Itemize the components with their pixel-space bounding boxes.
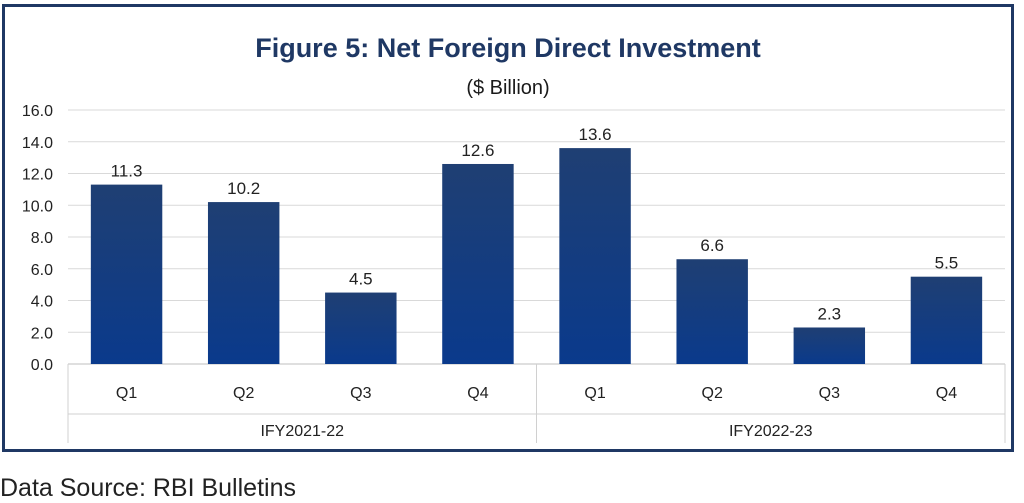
bar <box>676 259 748 364</box>
x-tick-label: Q2 <box>702 385 723 402</box>
x-tick-label: Q3 <box>819 385 840 402</box>
x-tick-label: Q1 <box>116 385 137 402</box>
data-source-note: Data Source: RBI Bulletins <box>0 474 296 502</box>
y-tick-label: 14.0 <box>22 135 53 152</box>
data-label: 5.5 <box>935 254 959 273</box>
data-label: 10.2 <box>227 179 260 198</box>
data-label: 13.6 <box>579 125 612 144</box>
x-tick-label: Q4 <box>467 385 488 402</box>
x-tick-label: Q4 <box>936 385 957 402</box>
bar-chart: 0.0 2.0 4.0 6.0 8.0 10.0 12.0 14.0 16.0 11.3 10.2… <box>22 103 1006 443</box>
chart-title: Figure 5: Net Foreign Direct Investment <box>255 33 761 63</box>
y-tick-label: 4.0 <box>31 294 53 311</box>
bars: 11.3 10.2 4.5 12.6 13.6 6.6 2.3 5.5 <box>90 125 983 364</box>
bar <box>793 327 866 364</box>
y-tick-label: 0.0 <box>31 357 53 374</box>
y-tick-label: 6.0 <box>31 262 53 279</box>
bar <box>442 163 514 364</box>
group-label: IFY2022-23 <box>729 423 813 440</box>
data-label: 12.6 <box>461 141 494 160</box>
data-label: 11.3 <box>111 162 143 181</box>
chart-frame: Figure 5: Net Foreign Direct Investment … <box>2 4 1014 452</box>
data-label: 6.6 <box>700 236 724 255</box>
data-label: 4.5 <box>349 270 373 289</box>
x-tick-label: Q1 <box>584 385 605 402</box>
bar <box>325 292 397 364</box>
y-tick-label: 8.0 <box>31 230 53 247</box>
y-tick-label: 10.0 <box>22 198 53 215</box>
bar <box>207 202 280 364</box>
data-label: 2.3 <box>817 304 841 323</box>
group-label: IFY2021-22 <box>260 423 344 440</box>
y-tick-label: 2.0 <box>31 325 53 342</box>
x-tick-label: Q3 <box>350 385 371 402</box>
x-tick-label: Q2 <box>233 385 254 402</box>
y-tick-label: 12.0 <box>22 167 53 184</box>
x-axis: Q1 Q2 Q3 Q4 Q1 Q2 Q3 Q4 IFY2021-22 IFY2022-23 <box>67 364 1006 443</box>
bar <box>910 276 983 364</box>
bar <box>559 148 631 364</box>
y-tick-label: 16.0 <box>22 103 53 120</box>
bar <box>90 184 163 364</box>
chart-subtitle: ($ Billion) <box>466 77 550 99</box>
y-axis: 0.0 2.0 4.0 6.0 8.0 10.0 12.0 14.0 16.0 <box>22 103 53 374</box>
